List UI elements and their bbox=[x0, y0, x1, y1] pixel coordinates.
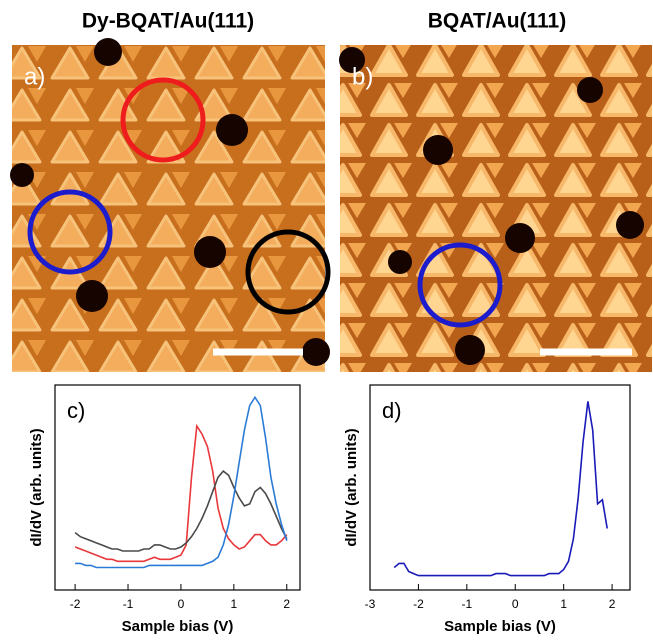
image-title: BQAT/Au(111) bbox=[428, 10, 566, 33]
x-tick-label: 2 bbox=[283, 597, 290, 611]
x-axis-label: Sample bias (V) bbox=[444, 618, 556, 635]
panel-label: a) bbox=[24, 63, 45, 90]
spectrum-line bbox=[75, 395, 288, 569]
x-tick-label: 2 bbox=[609, 597, 616, 611]
panel-label: d) bbox=[382, 398, 402, 423]
stm-image-a: a) bbox=[10, 38, 331, 372]
panel-label: c) bbox=[67, 398, 85, 423]
y-axis-label: dI/dV (arb. units) bbox=[28, 428, 45, 546]
x-tick-label: 0 bbox=[512, 597, 519, 611]
x-tick-label: -1 bbox=[461, 597, 472, 611]
y-axis-label: dI/dV (arb. units) bbox=[343, 428, 360, 546]
x-tick-label: 1 bbox=[231, 597, 238, 611]
x-tick-label: -2 bbox=[413, 597, 424, 611]
spectrum-line bbox=[393, 401, 608, 577]
x-tick-label: -3 bbox=[365, 597, 376, 611]
plot-frame bbox=[369, 384, 631, 591]
spectrum-line bbox=[74, 470, 288, 552]
x-tick-label: -1 bbox=[123, 597, 134, 611]
spectrum-line bbox=[74, 423, 288, 563]
x-tick-label: 1 bbox=[560, 597, 567, 611]
x-tick-label: 0 bbox=[178, 597, 185, 611]
image-title: Dy-BQAT/Au(111) bbox=[82, 10, 254, 33]
plot-frame bbox=[54, 384, 301, 591]
x-axis-label: Sample bias (V) bbox=[122, 618, 234, 635]
stm-image-b: b) bbox=[339, 45, 652, 372]
panel-label: b) bbox=[352, 63, 373, 90]
x-tick-label: -2 bbox=[70, 597, 81, 611]
